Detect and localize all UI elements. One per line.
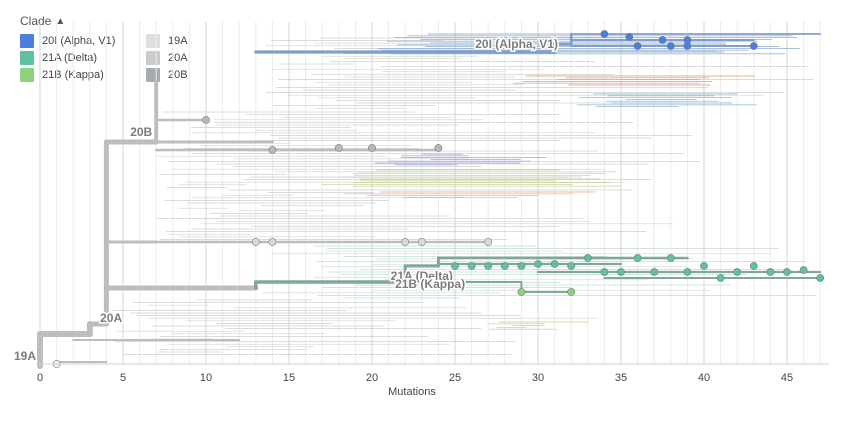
tip-marker (484, 238, 493, 246)
tip-marker (517, 262, 526, 270)
legend-label: 21A (Delta) (42, 52, 98, 64)
x-tick-label: 30 (532, 372, 544, 384)
tip-marker (334, 144, 343, 152)
tip-marker (567, 262, 576, 270)
tip-marker (749, 42, 758, 50)
legend-toggle[interactable]: Clade ▲ (20, 14, 65, 28)
x-tick-label: 45 (781, 372, 793, 384)
tip-marker (467, 262, 476, 270)
background-branches (110, 33, 818, 355)
tip-marker (700, 262, 708, 270)
grid-lines (39, 21, 821, 365)
tip-marker (783, 268, 791, 276)
tip-marker (484, 262, 493, 270)
x-tick-label: 35 (615, 372, 627, 384)
tip-marker (368, 144, 376, 152)
tip-marker (451, 262, 459, 270)
tip-marker (583, 254, 592, 262)
x-tick-label: 15 (283, 372, 295, 384)
legend-title: Clade (20, 14, 52, 28)
branch-label: 20I (Alpha, V1) (475, 37, 558, 51)
tip-marker (749, 262, 758, 270)
legend-label: 20I (Alpha, V1) (42, 35, 116, 47)
x-tick-label: 10 (200, 372, 212, 384)
tip-marker (202, 116, 210, 124)
x-tick-label: 5 (120, 372, 126, 384)
branch-label: 20B (130, 125, 152, 139)
tip-marker (625, 33, 634, 41)
tip-marker (268, 146, 277, 154)
main-branches (37, 32, 822, 369)
tip-markers (52, 30, 825, 368)
branch-label: 21B (Kappa) (395, 277, 465, 291)
tip-marker (567, 288, 576, 296)
tip-marker (251, 238, 260, 246)
tip-marker (434, 144, 443, 152)
legend-swatch (20, 34, 34, 48)
branch-label: 19A (14, 349, 36, 363)
chevron-up-icon: ▲ (55, 16, 66, 27)
branch-label: 21A (Delta) (391, 269, 453, 283)
tip-marker (417, 238, 426, 246)
tip-marker (733, 268, 742, 276)
tip-marker (617, 268, 625, 276)
tip-marker (816, 274, 825, 282)
x-tick-label: 0 (37, 372, 43, 384)
tip-marker (600, 30, 609, 38)
tip-marker (517, 288, 526, 296)
tip-marker (534, 260, 542, 268)
legend-swatch (20, 68, 34, 82)
tip-marker (550, 260, 559, 268)
x-tick-label: 25 (449, 372, 461, 384)
tip-marker (600, 268, 609, 276)
tip-marker (268, 238, 277, 246)
tip-marker (650, 268, 659, 276)
tip-marker (658, 36, 667, 44)
tip-marker (683, 36, 692, 44)
tip-marker (633, 254, 642, 262)
x-axis: 0 5 10 15 20 25 30 35 40 45 Mutations (37, 363, 829, 398)
tip-marker (401, 238, 410, 246)
tip-marker (683, 268, 692, 276)
tip-marker (500, 262, 509, 270)
tip-marker (799, 266, 808, 274)
tip-marker (766, 268, 775, 276)
tip-marker (716, 274, 725, 282)
x-tick-label: 20 (366, 372, 378, 384)
tip-marker (633, 42, 642, 50)
x-tick-label: 40 (698, 372, 710, 384)
x-axis-title: Mutations (388, 386, 436, 398)
tip-marker (666, 42, 675, 50)
branch-label: 20A (100, 311, 122, 325)
tip-marker (666, 254, 675, 262)
legend-swatch (20, 51, 34, 65)
